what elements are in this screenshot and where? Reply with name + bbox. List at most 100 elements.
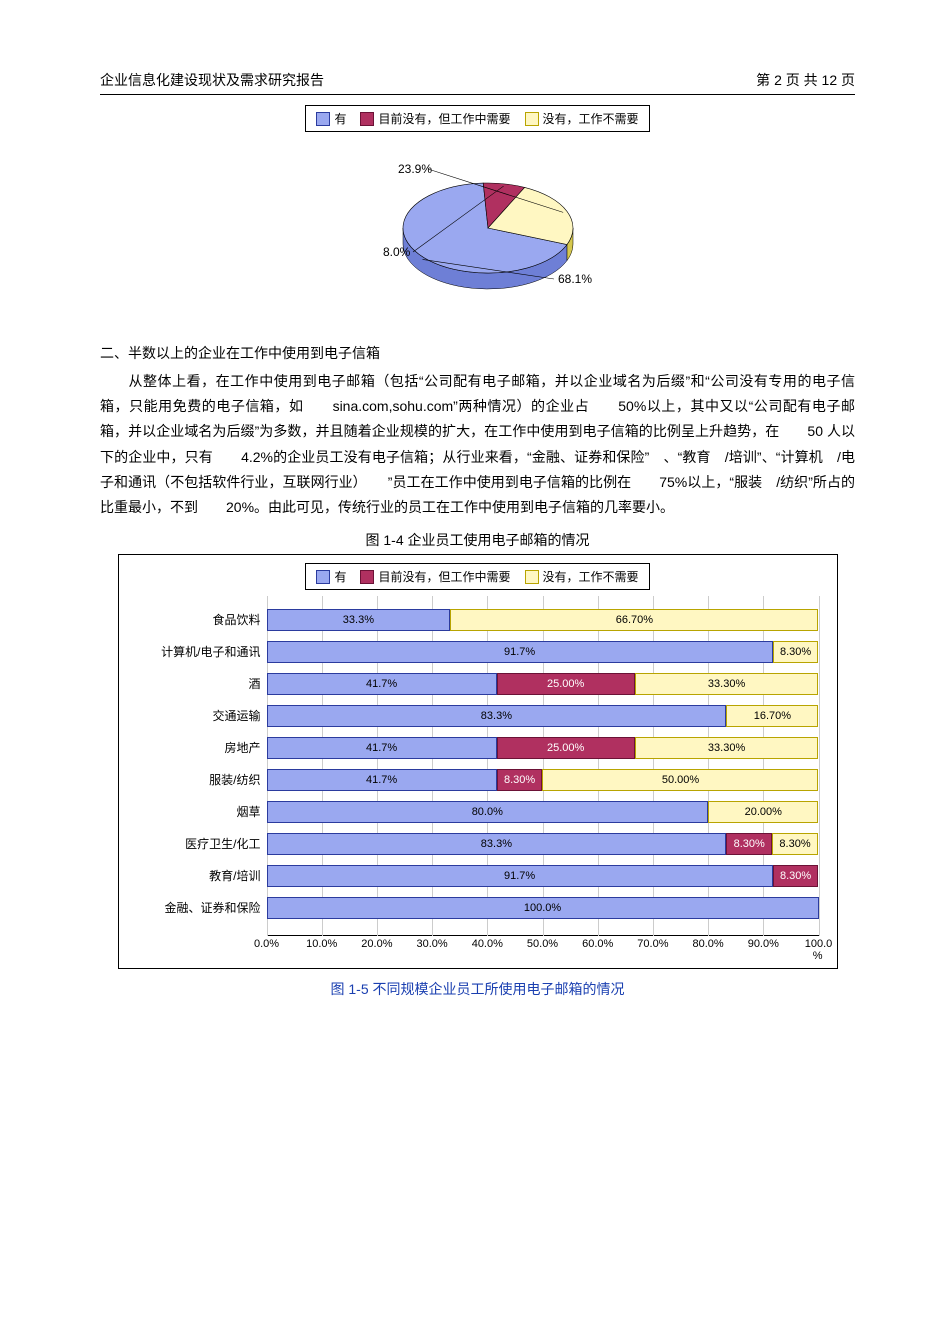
- bar-x-unit: %: [813, 950, 823, 962]
- bar-segment-no_need: 16.70%: [726, 705, 818, 727]
- legend-swatch: [316, 570, 330, 584]
- bar-category-label: 计算机/电子和通讯: [127, 641, 267, 663]
- bar-segment-no_need: 66.70%: [450, 609, 818, 631]
- bar-segment-no_need: 50.00%: [542, 769, 818, 791]
- legend-swatch: [360, 112, 374, 126]
- bar-row: 食品饮料33.3%66.70%: [267, 609, 819, 631]
- legend-item: 目前没有，但工作中需要: [360, 110, 510, 127]
- legend-item: 有: [316, 568, 346, 585]
- pie-chart: 68.1% 8.0% 23.9%: [100, 138, 855, 313]
- page-mid: 页 共: [786, 72, 818, 88]
- legend-label: 有: [334, 568, 346, 585]
- section-2-body: 从整体上看，在工作中使用到电子邮箱（包括“公司配有电子邮箱，并以企业域名为后缀”…: [100, 369, 855, 520]
- legend-swatch: [316, 112, 330, 126]
- document-page: 企业信息化建设现状及需求研究报告 第 2 页 共 12 页 有目前没有，但工作中…: [0, 0, 945, 1338]
- bar-x-tick: 50.0%: [527, 938, 558, 950]
- bar-category-label: 房地产: [127, 737, 267, 759]
- pie-slice-label: 68.1%: [558, 272, 592, 286]
- bar-segment-have: 80.0%: [267, 801, 709, 823]
- bar-x-tick: 20.0%: [361, 938, 392, 950]
- pie-slice-label: 8.0%: [383, 245, 411, 259]
- bar-category-label: 服装/纺织: [127, 769, 267, 791]
- bar-segment-have: 83.3%: [267, 833, 727, 855]
- bar-category-label: 食品饮料: [127, 609, 267, 631]
- bar-segment-have: 41.7%: [267, 673, 497, 695]
- legend-item: 有: [316, 110, 346, 127]
- bar-segment-need: 8.30%: [773, 865, 819, 887]
- legend-label: 目前没有，但工作中需要: [378, 110, 510, 127]
- legend-label: 没有，工作不需要: [543, 568, 639, 585]
- bar-row: 教育/培训91.7%8.30%: [267, 865, 819, 887]
- bar-x-tick-labels: 0.0%10.0%20.0%30.0%40.0%50.0%60.0%70.0%8…: [267, 936, 819, 964]
- legend-label: 有: [334, 110, 346, 127]
- bar-x-tick: 70.0%: [637, 938, 668, 950]
- bar-x-tick: 90.0%: [748, 938, 779, 950]
- bar-plot-area: 食品饮料33.3%66.70% 计算机/电子和通讯91.7%8.30% 酒41.7%…: [267, 596, 819, 936]
- bar-chart: 有目前没有，但工作中需要没有，工作不需要 食品饮料33.3%66.70%计算机/…: [118, 554, 838, 969]
- legend-swatch: [360, 570, 374, 584]
- bar-x-tick: 80.0%: [692, 938, 723, 950]
- bar-x-tick: 10.0%: [306, 938, 337, 950]
- bar-legend: 有 目前没有，但工作中需要 没有，工作不需要: [305, 563, 649, 590]
- bar-category-label: 交通运输: [127, 705, 267, 727]
- bar-row: 烟草80.0%20.00%: [267, 801, 819, 823]
- bar-x-tick: 100.0: [805, 938, 833, 950]
- bar-row: 计算机/电子和通讯91.7%8.30%: [267, 641, 819, 663]
- legend-item: 没有，工作不需要: [525, 110, 639, 127]
- section-2-heading: 二、半数以上的企业在工作中使用到电子信箱: [100, 343, 855, 363]
- fig-1-4-caption: 图 1-4 企业员工使用电子邮箱的情况: [100, 530, 855, 550]
- doc-title: 企业信息化建设现状及需求研究报告: [100, 70, 324, 90]
- pie-legend-row: 有 目前没有，但工作中需要 没有，工作不需要: [100, 105, 855, 132]
- pie-legend: 有 目前没有，但工作中需要 没有，工作不需要: [305, 105, 649, 132]
- bar-segment-have: 83.3%: [267, 705, 727, 727]
- bar-x-tick: 0.0%: [254, 938, 279, 950]
- bar-segment-no_need: 33.30%: [635, 673, 819, 695]
- legend-swatch: [525, 570, 539, 584]
- bar-segment-no_need: 20.00%: [708, 801, 818, 823]
- bar-x-tick: 40.0%: [472, 938, 503, 950]
- bar-category-label: 医疗卫生/化工: [127, 833, 267, 855]
- legend-item: 目前没有，但工作中需要: [360, 568, 510, 585]
- bar-segment-have: 91.7%: [267, 641, 773, 663]
- bar-category-label: 教育/培训: [127, 865, 267, 887]
- bar-gridline: [819, 596, 820, 936]
- bar-segment-have: 41.7%: [267, 737, 497, 759]
- page-current-num: 2: [774, 72, 782, 88]
- bar-category-label: 烟草: [127, 801, 267, 823]
- bar-segment-need: 25.00%: [497, 673, 635, 695]
- bar-row: 酒41.7%25.00%33.30%: [267, 673, 819, 695]
- bar-segment-have: 33.3%: [267, 609, 451, 631]
- bar-row: 交通运输83.3%16.70%: [267, 705, 819, 727]
- bar-segment-need: 8.30%: [726, 833, 772, 855]
- page-prefix: 第: [756, 72, 770, 88]
- legend-label: 没有，工作不需要: [543, 110, 639, 127]
- bar-segment-have: 100.0%: [267, 897, 819, 919]
- bar-segment-no_need: 33.30%: [635, 737, 819, 759]
- page-suffix: 页: [841, 72, 855, 88]
- bar-segment-need: 25.00%: [497, 737, 635, 759]
- bar-category-label: 金融、证券和保险: [127, 897, 267, 919]
- legend-label: 目前没有，但工作中需要: [378, 568, 510, 585]
- pie-slice-label: 23.9%: [398, 162, 432, 176]
- bar-segment-have: 41.7%: [267, 769, 497, 791]
- bar-segment-no_need: 8.30%: [773, 641, 819, 663]
- bar-row: 金融、证券和保险100.0%: [267, 897, 819, 919]
- body-text: 从整体上看，在工作中使用到电子邮箱（包括“公司配有电子邮箱，并以企业域名为后缀”…: [100, 373, 855, 515]
- page-header: 企业信息化建设现状及需求研究报告 第 2 页 共 12 页: [100, 70, 855, 90]
- legend-swatch: [525, 112, 539, 126]
- page-total-num: 12: [822, 72, 838, 88]
- bar-segment-no_need: 8.30%: [772, 833, 818, 855]
- bar-segment-have: 91.7%: [267, 865, 773, 887]
- bar-row: 服装/纺织41.7%8.30%50.00%: [267, 769, 819, 791]
- bar-row: 房地产41.7%25.00%33.30%: [267, 737, 819, 759]
- bar-segment-need: 8.30%: [497, 769, 543, 791]
- bar-legend-row: 有 目前没有，但工作中需要 没有，工作不需要: [127, 563, 829, 590]
- page-indicator: 第 2 页 共 12 页: [756, 70, 855, 90]
- fig-1-5-caption: 图 1-5 不同规模企业员工所使用电子邮箱的情况: [100, 979, 855, 999]
- bar-category-label: 酒: [127, 673, 267, 695]
- bar-x-tick: 60.0%: [582, 938, 613, 950]
- bar-row: 医疗卫生/化工83.3%8.30%8.30%: [267, 833, 819, 855]
- pie-svg: 68.1% 8.0% 23.9%: [328, 138, 628, 308]
- bar-x-tick: 30.0%: [416, 938, 447, 950]
- header-rule: [100, 94, 855, 95]
